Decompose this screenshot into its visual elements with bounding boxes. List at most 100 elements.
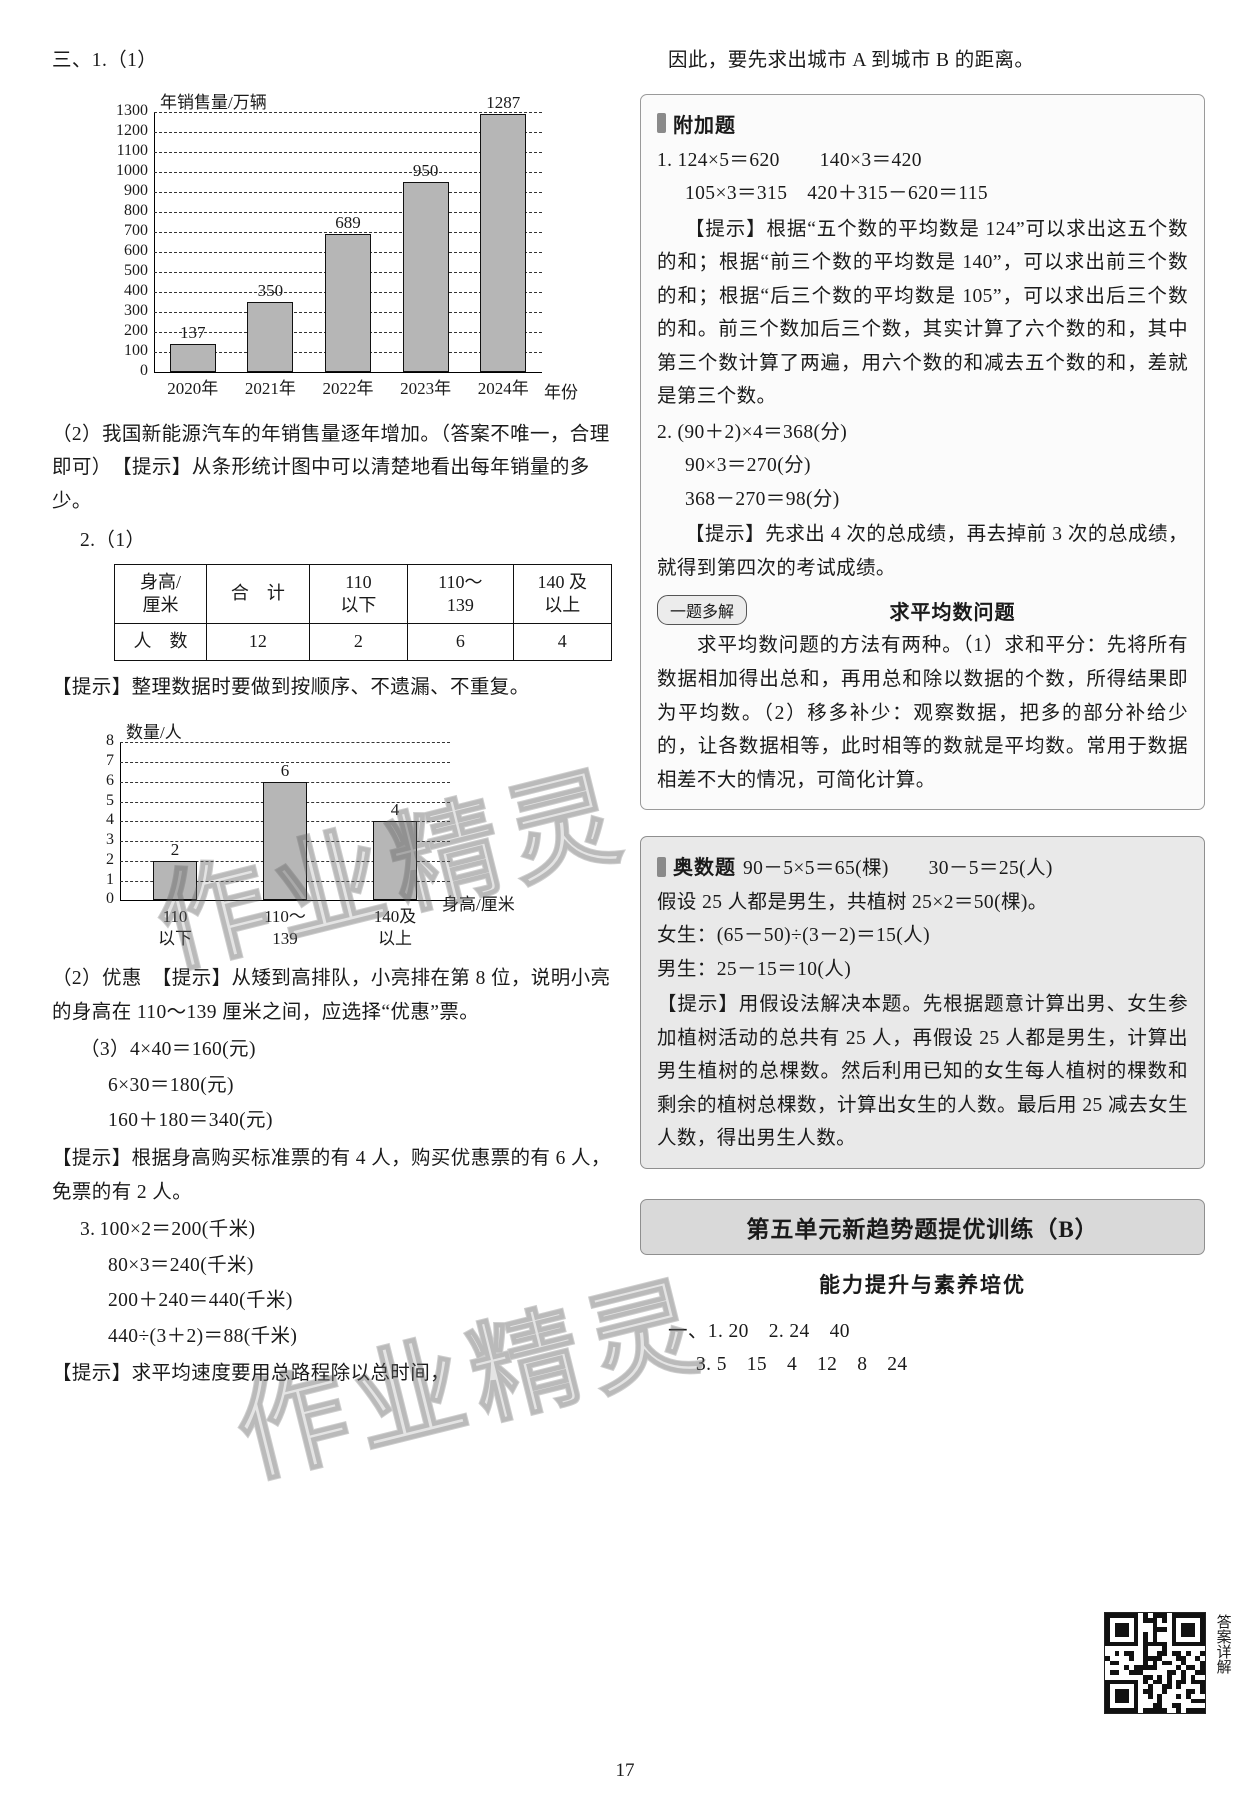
qr-module bbox=[1124, 1632, 1129, 1637]
qr-code[interactable] bbox=[1104, 1612, 1206, 1714]
y-tick-label: 200 bbox=[124, 321, 148, 339]
qr-module bbox=[1114, 1708, 1120, 1713]
qr-module bbox=[1128, 1708, 1134, 1713]
x-tick-label: 110～ 139 bbox=[264, 907, 306, 948]
table-cell: 12 bbox=[205, 623, 310, 661]
qr-module bbox=[1200, 1617, 1205, 1623]
qr-module bbox=[1162, 1646, 1167, 1652]
qr-module bbox=[1119, 1679, 1125, 1685]
y-tick-label: 3 bbox=[106, 831, 114, 849]
qr-module bbox=[1190, 1613, 1196, 1618]
y-tick-label: 300 bbox=[124, 301, 148, 319]
qr-module bbox=[1119, 1627, 1125, 1633]
qr-module bbox=[1105, 1632, 1110, 1637]
table-row: 人 数 12 2 6 4 bbox=[114, 623, 613, 661]
section-label-2: 2.（1） bbox=[80, 530, 146, 552]
gridline bbox=[154, 111, 542, 113]
qr-module bbox=[1152, 1708, 1158, 1713]
qr-module bbox=[1190, 1679, 1196, 1685]
qr-module bbox=[1143, 1708, 1148, 1713]
qr-module bbox=[1200, 1641, 1205, 1647]
x-axis-title: 身高/厘米 bbox=[442, 895, 515, 915]
qr-module bbox=[1147, 1693, 1153, 1699]
calc-4-2: 80×3＝240(千米) bbox=[108, 1254, 254, 1276]
qr-module bbox=[1171, 1670, 1177, 1675]
qr-module bbox=[1152, 1665, 1158, 1671]
qr-module bbox=[1105, 1708, 1110, 1713]
qr-module bbox=[1143, 1646, 1148, 1652]
qr-module bbox=[1105, 1679, 1110, 1685]
y-tick-label: 1200 bbox=[116, 121, 148, 139]
qr-module bbox=[1185, 1613, 1191, 1618]
qr-module bbox=[1190, 1689, 1196, 1694]
qr-module bbox=[1128, 1670, 1134, 1675]
y-tick-label: 8 bbox=[106, 732, 114, 750]
qr-module bbox=[1176, 1655, 1182, 1661]
qr-module bbox=[1114, 1622, 1120, 1628]
qr-module bbox=[1133, 1689, 1139, 1694]
qr-module bbox=[1143, 1674, 1148, 1680]
qr-module bbox=[1185, 1627, 1191, 1633]
qr-module bbox=[1200, 1660, 1205, 1666]
qr-module bbox=[1152, 1622, 1158, 1628]
extra-item-1: 1. 124×5＝620 140×3＝420 bbox=[657, 144, 1188, 178]
qr-module bbox=[1143, 1679, 1148, 1685]
qr-module bbox=[1114, 1660, 1120, 1666]
calc-3-1: （3）4×40＝160(元) bbox=[80, 1039, 256, 1061]
qr-module bbox=[1171, 1636, 1177, 1642]
qr-module bbox=[1124, 1689, 1129, 1694]
qr-module bbox=[1162, 1613, 1167, 1618]
qr-module bbox=[1114, 1679, 1120, 1685]
qr-module bbox=[1133, 1641, 1139, 1647]
qr-module bbox=[1128, 1679, 1134, 1685]
qr-module bbox=[1119, 1693, 1125, 1699]
olympiad-line-4: 男生：25－15＝10(人) bbox=[657, 958, 852, 980]
bar-value-label: 4 bbox=[390, 800, 400, 820]
table-header-cell: 140 及 以上 bbox=[512, 563, 613, 625]
qr-module bbox=[1190, 1632, 1196, 1637]
qr-module bbox=[1143, 1660, 1148, 1666]
qr-module bbox=[1200, 1665, 1205, 1671]
calc-3-3: 160＋180＝340(元) bbox=[108, 1110, 273, 1132]
gridline bbox=[120, 762, 450, 764]
qr-module bbox=[1176, 1708, 1182, 1713]
qr-module bbox=[1195, 1698, 1201, 1704]
qr-module bbox=[1185, 1693, 1191, 1699]
y-tick-label: 1300 bbox=[116, 101, 148, 119]
qr-module bbox=[1200, 1698, 1205, 1704]
qr-module bbox=[1162, 1641, 1167, 1647]
qr-module bbox=[1124, 1651, 1129, 1656]
qr-module bbox=[1195, 1655, 1201, 1661]
qr-module bbox=[1185, 1665, 1191, 1671]
qr-module bbox=[1143, 1613, 1148, 1618]
bar bbox=[247, 301, 294, 372]
qr-module bbox=[1176, 1665, 1182, 1671]
qr-module bbox=[1133, 1617, 1139, 1623]
qr-module bbox=[1195, 1670, 1201, 1675]
x-axis bbox=[154, 371, 542, 373]
qr-module bbox=[1181, 1632, 1186, 1637]
y-tick-label: 400 bbox=[124, 281, 148, 299]
qr-module bbox=[1105, 1641, 1110, 1647]
qr-module bbox=[1181, 1670, 1186, 1675]
qr-module bbox=[1105, 1655, 1110, 1661]
qr-module bbox=[1147, 1689, 1153, 1694]
multi-solution-row: 一题多解 求平均数问题 bbox=[657, 595, 1188, 626]
bar bbox=[373, 821, 417, 901]
answers-line-2: 3. 5 15 4 12 8 24 bbox=[696, 1354, 908, 1376]
qr-module bbox=[1114, 1651, 1120, 1656]
y-tick-label: 1000 bbox=[116, 161, 148, 179]
qr-module bbox=[1114, 1632, 1120, 1637]
bar bbox=[263, 781, 307, 901]
qr-module bbox=[1124, 1708, 1129, 1713]
qr-module bbox=[1152, 1641, 1158, 1647]
qr-module bbox=[1138, 1665, 1144, 1671]
gridline bbox=[154, 131, 542, 133]
qr-module bbox=[1133, 1679, 1139, 1685]
olympiad-title: 奥数题 bbox=[673, 857, 736, 880]
qr-module bbox=[1157, 1674, 1163, 1680]
bar-value-label: 1287 bbox=[486, 93, 521, 113]
extra-questions-box: 附加题 1. 124×5＝620 140×3＝420 105×3＝315 420… bbox=[640, 93, 1205, 811]
qr-module bbox=[1109, 1708, 1115, 1713]
qr-module bbox=[1119, 1641, 1125, 1647]
